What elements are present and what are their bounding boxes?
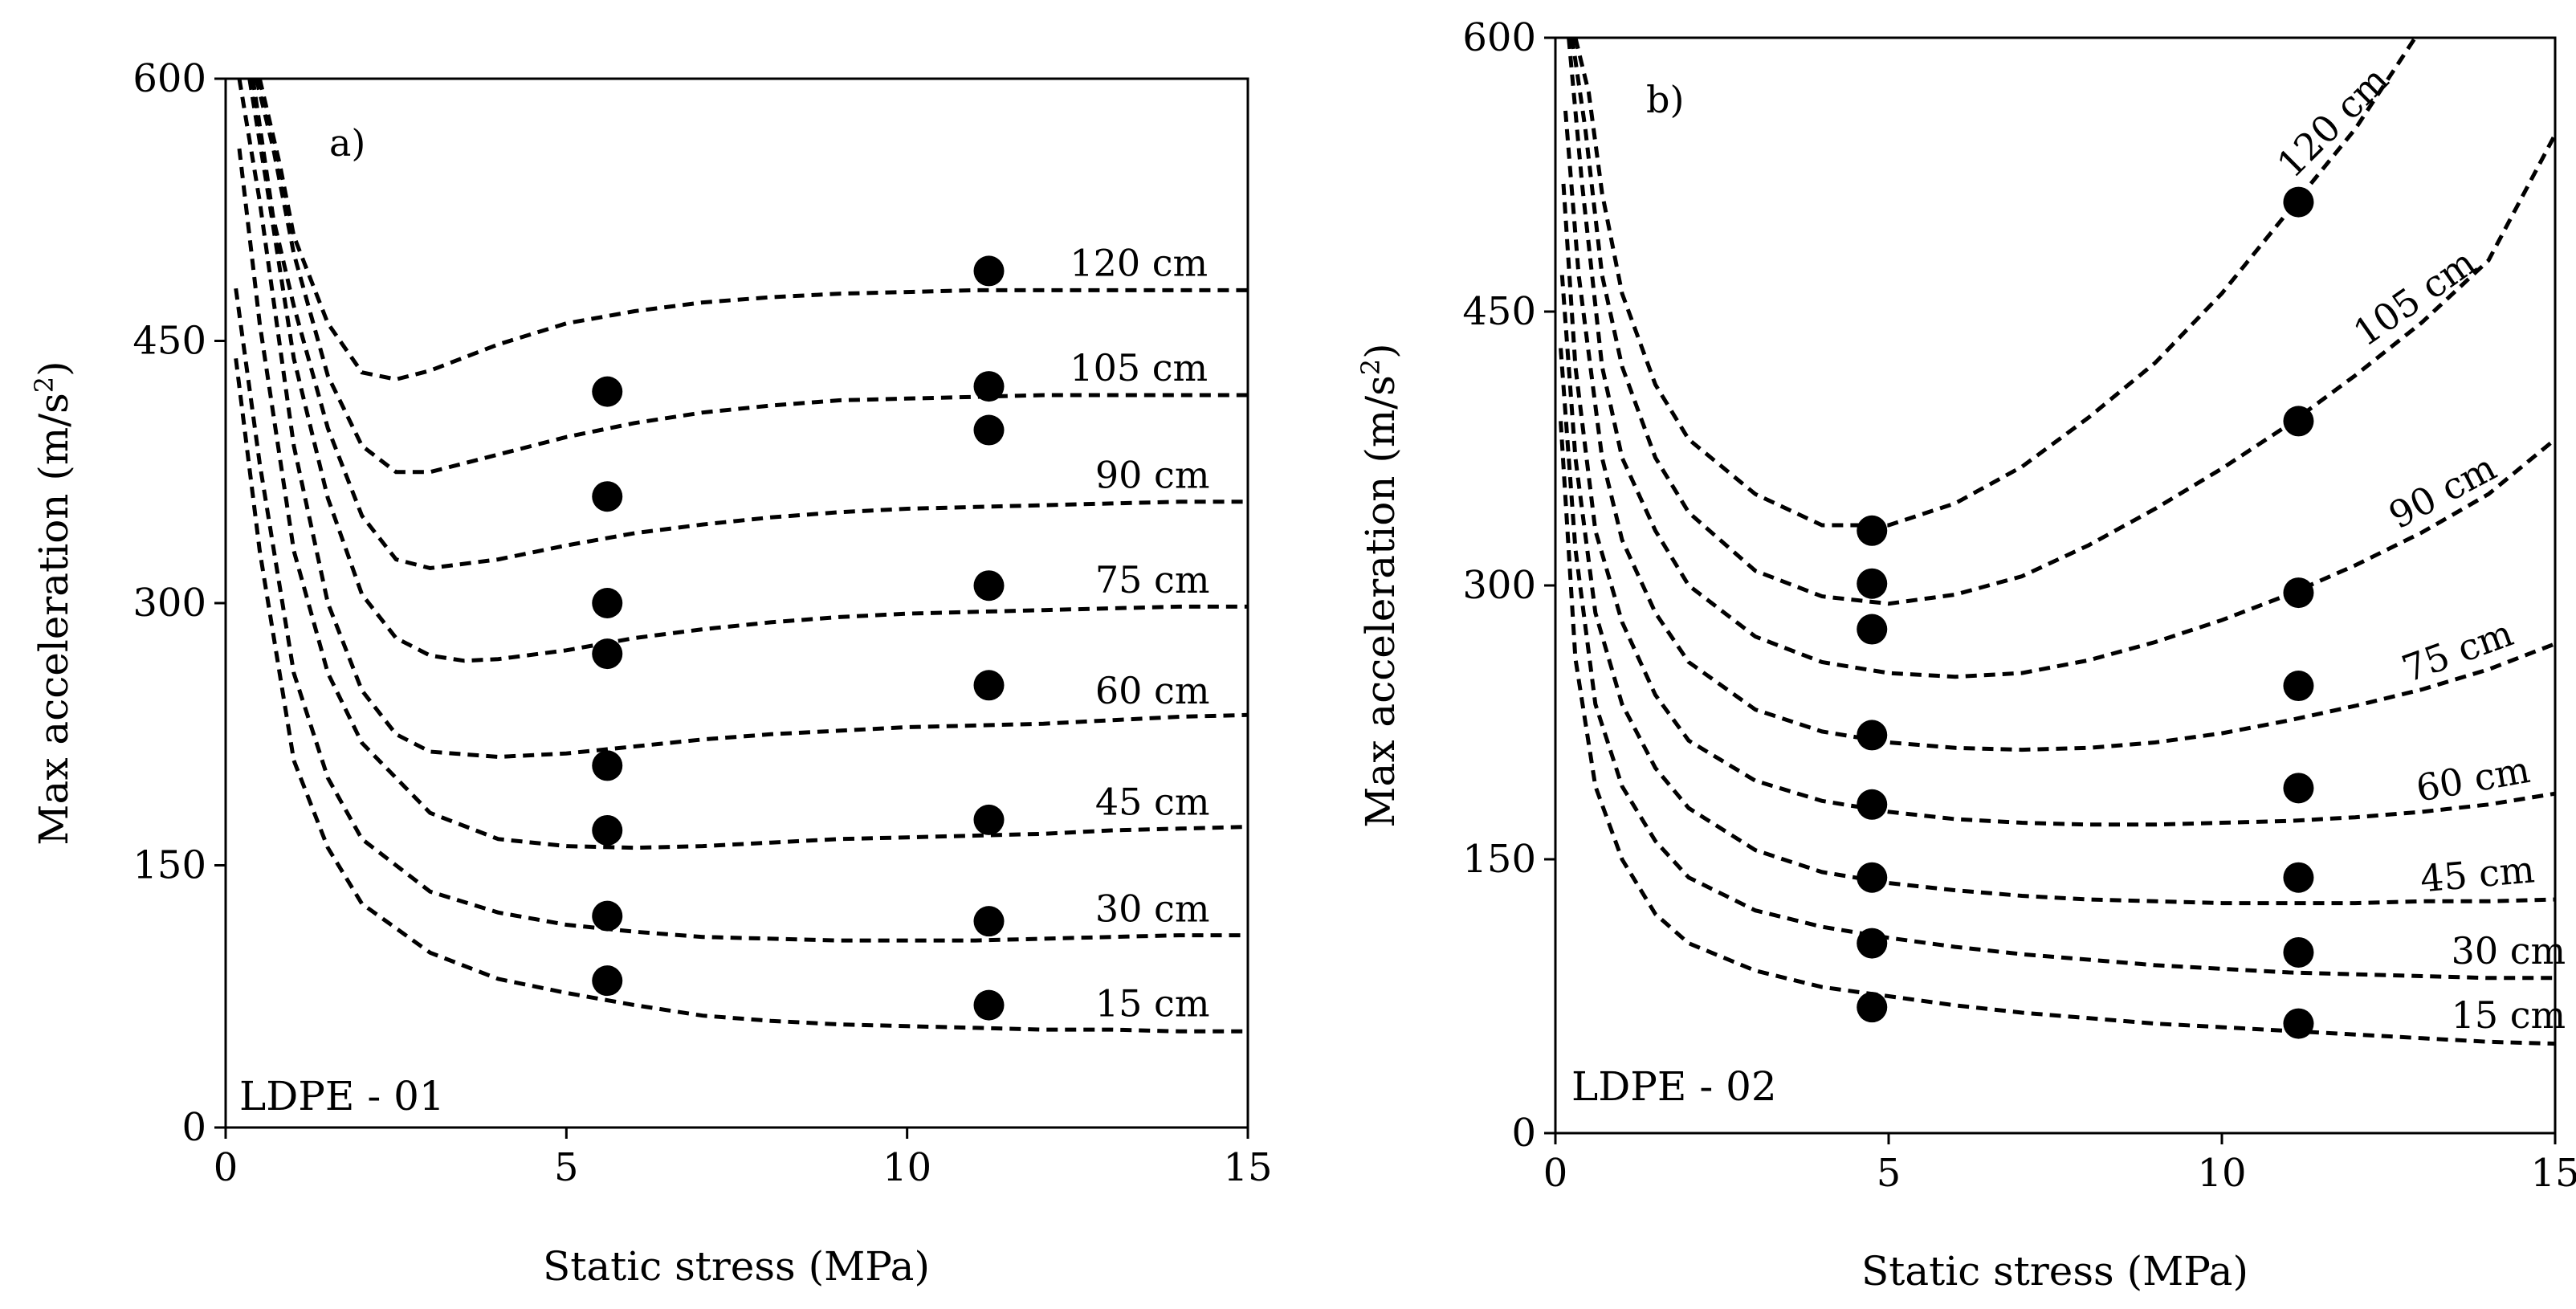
data-point — [1857, 862, 1888, 893]
data-point — [973, 804, 1005, 835]
y-axis-title: Max acceleration (m/s2) — [1355, 343, 1404, 827]
data-point — [1857, 515, 1888, 546]
series-label: 90 cm — [1095, 454, 1210, 497]
data-point — [2283, 577, 2314, 609]
x-tick-label: 10 — [2197, 1151, 2246, 1196]
series-label: 30 cm — [2452, 929, 2566, 973]
panel-label: a) — [329, 121, 365, 165]
data-point — [1857, 928, 1888, 959]
series-label: 30 cm — [1095, 887, 1210, 930]
x-axis-title: Static stress (MPa) — [1861, 1248, 2248, 1295]
y-tick-label: 600 — [132, 56, 206, 101]
data-point — [2283, 862, 2314, 893]
data-point — [2283, 406, 2314, 437]
x-tick-label: 0 — [1543, 1151, 1568, 1196]
data-point — [2283, 1008, 2314, 1039]
data-point — [592, 481, 623, 512]
curve-105-cm — [254, 79, 1248, 475]
series-label: 120 cm — [1070, 241, 1208, 284]
y-tick-label: 600 — [1462, 15, 1536, 60]
data-point — [592, 965, 623, 997]
data-point — [592, 750, 623, 781]
data-point — [592, 814, 623, 846]
data-point — [2283, 671, 2314, 702]
curve-30-cm — [234, 287, 1248, 943]
series-label: 105 cm — [2346, 240, 2484, 355]
data-point — [973, 989, 1005, 1021]
y-tick-label: 300 — [132, 581, 206, 626]
curve-45-cm — [1559, 275, 2555, 906]
curve-60-cm — [237, 79, 1248, 760]
curve-90-cm — [251, 79, 1248, 571]
data-point — [2283, 773, 2314, 804]
curve-120-cm — [257, 79, 1248, 381]
series-label: 75 cm — [1095, 558, 1210, 601]
y-tick-label: 450 — [132, 319, 206, 364]
series-label: 15 cm — [1095, 981, 1210, 1025]
x-tick-label: 15 — [1223, 1145, 1272, 1190]
x-axis-title: Static stress (MPa) — [543, 1243, 930, 1290]
data-point — [973, 414, 1005, 446]
y-tick-label: 150 — [132, 843, 206, 888]
data-point — [1857, 568, 1888, 599]
data-point — [973, 255, 1005, 287]
y-axis-title: Max acceleration (m/s2) — [29, 361, 77, 845]
curve-90-cm — [1567, 38, 2555, 679]
series-label: 60 cm — [1095, 669, 1210, 712]
data-point — [592, 376, 623, 407]
data-point — [592, 588, 623, 618]
y-tick-label: 450 — [1462, 289, 1536, 334]
data-point — [592, 900, 623, 932]
x-tick-label: 5 — [1877, 1151, 1901, 1196]
data-point — [2283, 936, 2314, 968]
material-label: LDPE - 01 — [239, 1073, 445, 1119]
curve-60-cm — [1561, 183, 2555, 827]
data-point — [973, 371, 1005, 402]
series-label: 15 cm — [2452, 993, 2566, 1037]
y-tick-label: 0 — [1511, 1111, 1536, 1156]
curve-15-cm — [1559, 421, 2555, 1046]
series-label: 105 cm — [1070, 346, 1208, 389]
x-tick-label: 0 — [214, 1145, 238, 1190]
data-point — [1857, 720, 1888, 751]
curve-45-cm — [237, 148, 1248, 850]
plot-frame — [1554, 36, 2557, 1135]
curve-30-cm — [1559, 348, 2555, 981]
series-label: 45 cm — [1095, 781, 1210, 824]
x-tick-label: 15 — [2530, 1151, 2576, 1196]
y-tick-label: 150 — [1462, 837, 1536, 882]
panel-label: b) — [1646, 78, 1684, 121]
data-point — [1857, 789, 1888, 820]
x-tick-label: 10 — [882, 1145, 931, 1190]
material-label: LDPE - 02 — [1571, 1063, 1777, 1110]
data-point — [973, 570, 1005, 601]
series-label: 90 cm — [2382, 446, 2503, 538]
plot-frame — [224, 77, 1249, 1129]
curve-15-cm — [234, 357, 1248, 1034]
data-point — [973, 906, 1005, 937]
x-tick-label: 5 — [554, 1145, 579, 1190]
data-point — [973, 670, 1005, 701]
curve-120-cm — [1573, 38, 2417, 528]
y-tick-label: 300 — [1462, 563, 1536, 608]
data-point — [2283, 186, 2314, 218]
y-tick-label: 0 — [181, 1105, 206, 1150]
series-label: 45 cm — [2419, 847, 2537, 900]
curve-105-cm — [1570, 38, 2555, 606]
data-point — [592, 638, 623, 670]
data-point — [1857, 992, 1888, 1023]
curve-75-cm — [1563, 110, 2555, 752]
series-label: 120 cm — [2268, 58, 2397, 186]
data-point — [1857, 614, 1888, 645]
